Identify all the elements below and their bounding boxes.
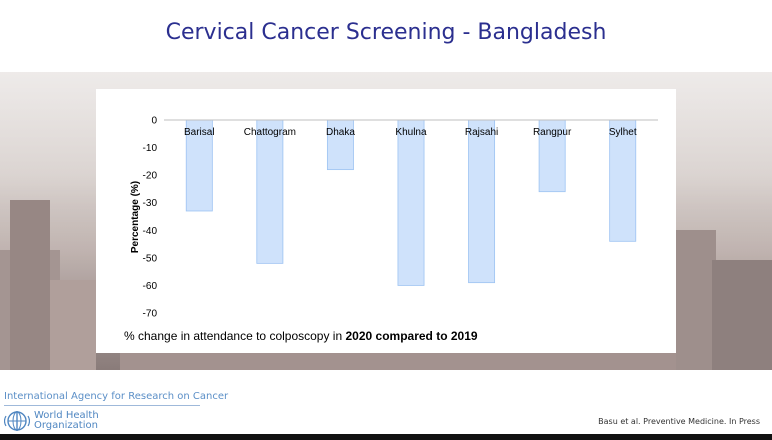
chart-caption: % change in attendance to colposcopy in … [124, 329, 478, 343]
caption-prefix: % change in attendance to colposcopy in [124, 329, 346, 343]
bar-chart: 0 -10 -20 -30 -40 -50 -60 -70 Barisal Chattogram… [130, 116, 658, 320]
who-name-line1: World Health [34, 410, 99, 421]
chart-panel: 0 -10 -20 -30 -40 -50 -60 -70 Barisal Chattogram… [96, 89, 676, 353]
bar [609, 119, 637, 242]
category-label: Rajsahi [465, 127, 498, 138]
category-label: Khulna [395, 127, 427, 138]
iarc-divider [4, 405, 200, 406]
category-label: Rangpur [533, 127, 572, 138]
iarc-name: International Agency for Research on Can… [4, 391, 229, 402]
y-tick-label: -60 [143, 281, 158, 292]
slide-title: Cervical Cancer Screening - Bangladesh [165, 20, 607, 45]
bar [468, 119, 496, 284]
y-tick-label: -50 [143, 253, 158, 264]
category-label: Dhaka [326, 127, 355, 138]
y-tick-label: -40 [143, 226, 158, 237]
y-tick-label: -10 [143, 143, 158, 154]
bar [538, 119, 566, 193]
y-tick-label: 0 [151, 116, 157, 127]
citation: Basu et al. Preventive Medicine. In Pres… [598, 417, 760, 426]
y-axis-label: Percentage (%) [130, 181, 141, 253]
category-label: Barisal [184, 127, 215, 138]
y-tick-label: -70 [143, 309, 158, 320]
bar [326, 119, 354, 171]
bottom-bar [0, 434, 772, 440]
bar [397, 119, 425, 286]
footer: International Agency for Research on Can… [0, 370, 772, 434]
bar [185, 119, 213, 212]
bar [256, 119, 284, 264]
y-tick-label: -20 [143, 171, 158, 182]
y-tick-label: -30 [143, 198, 158, 209]
who-emblem-icon [4, 411, 30, 431]
who-name: World Health Organization [34, 411, 99, 431]
caption-bold: 2020 compared to 2019 [345, 329, 478, 343]
who-name-line2: Organization [34, 420, 98, 431]
category-label: Chattogram [244, 127, 296, 138]
category-label: Sylhet [609, 127, 637, 138]
